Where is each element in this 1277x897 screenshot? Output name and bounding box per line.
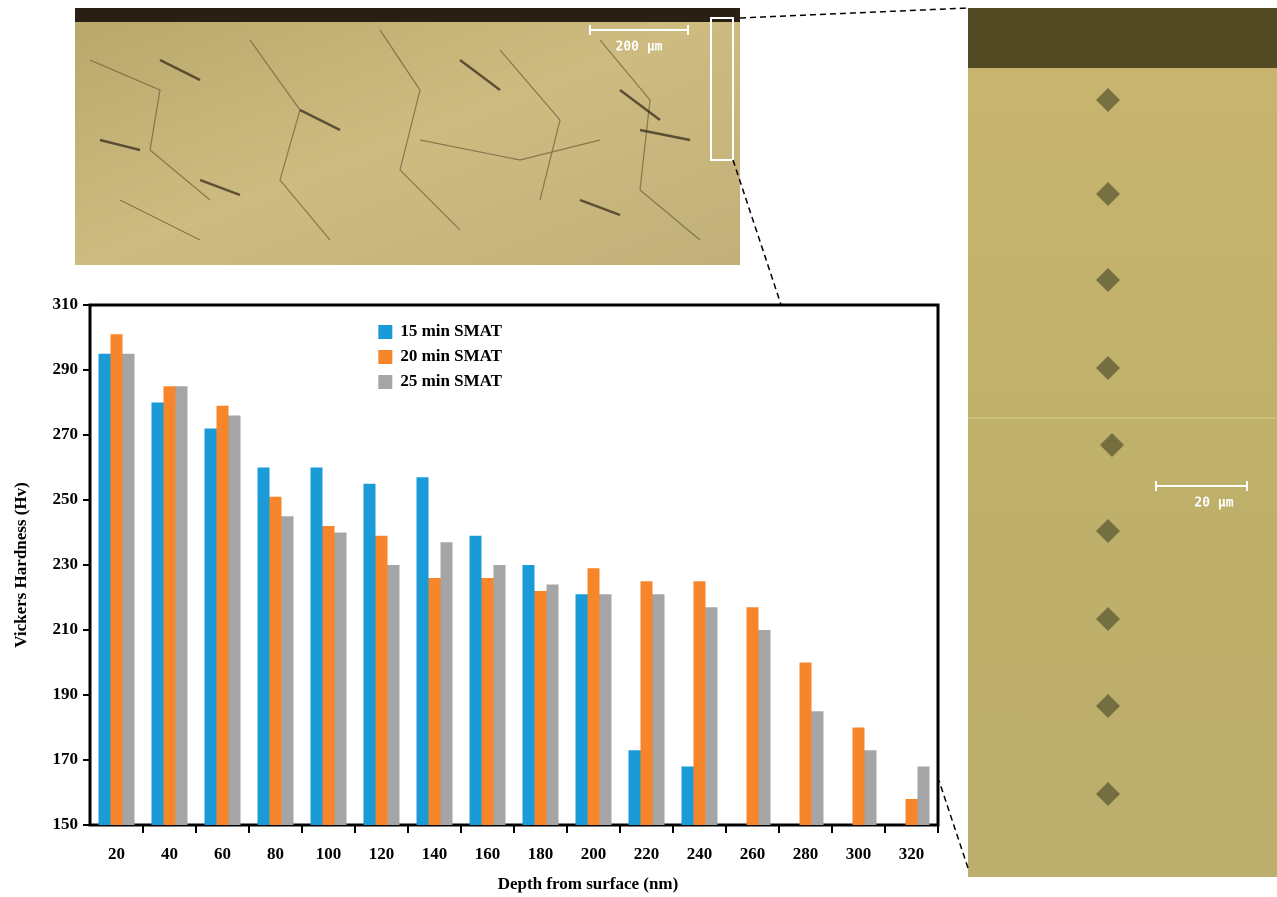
y-tick-label: 150 bbox=[53, 814, 79, 833]
bar bbox=[747, 607, 759, 825]
bar bbox=[417, 477, 429, 825]
bar bbox=[653, 594, 665, 825]
bar bbox=[759, 630, 771, 825]
x-tick-label: 200 bbox=[581, 844, 607, 863]
bar bbox=[388, 565, 400, 825]
bar bbox=[429, 578, 441, 825]
x-tick-label: 300 bbox=[846, 844, 872, 863]
y-tick-label: 250 bbox=[53, 489, 79, 508]
bar bbox=[865, 750, 877, 825]
bar bbox=[682, 767, 694, 826]
x-tick-label: 100 bbox=[316, 844, 342, 863]
y-tick-label: 310 bbox=[53, 294, 79, 313]
legend-swatch bbox=[378, 375, 392, 389]
bar bbox=[364, 484, 376, 825]
bar bbox=[111, 334, 123, 825]
y-tick-label: 290 bbox=[53, 359, 79, 378]
bar bbox=[535, 591, 547, 825]
micrograph-right: 20 μm bbox=[968, 8, 1277, 877]
bar bbox=[694, 581, 706, 825]
bar bbox=[706, 607, 718, 825]
bar bbox=[800, 663, 812, 826]
bar bbox=[123, 354, 135, 825]
y-tick-label: 230 bbox=[53, 554, 79, 573]
bar bbox=[229, 416, 241, 826]
bar bbox=[629, 750, 641, 825]
legend-swatch bbox=[378, 325, 392, 339]
bar bbox=[152, 403, 164, 826]
bar bbox=[600, 594, 612, 825]
bar bbox=[918, 767, 930, 826]
y-tick-label: 190 bbox=[53, 684, 79, 703]
scale-bar-label: 200 μm bbox=[616, 40, 663, 55]
bar bbox=[576, 594, 588, 825]
x-tick-label: 120 bbox=[369, 844, 395, 863]
bar bbox=[205, 429, 217, 826]
bar bbox=[523, 565, 535, 825]
bar bbox=[323, 526, 335, 825]
y-tick-label: 270 bbox=[53, 424, 79, 443]
x-axis-label: Depth from surface (nm) bbox=[498, 874, 679, 893]
bar bbox=[906, 799, 918, 825]
scale-bar-label: 20 μm bbox=[1194, 496, 1233, 511]
bar bbox=[853, 728, 865, 826]
bar bbox=[641, 581, 653, 825]
x-tick-label: 280 bbox=[793, 844, 819, 863]
legend-label: 25 min SMAT bbox=[400, 371, 502, 390]
y-tick-label: 170 bbox=[53, 749, 79, 768]
bar bbox=[494, 565, 506, 825]
bar bbox=[812, 711, 824, 825]
y-tick-label: 210 bbox=[53, 619, 79, 638]
x-tick-label: 20 bbox=[108, 844, 125, 863]
bar bbox=[217, 406, 229, 825]
bar bbox=[376, 536, 388, 825]
bar bbox=[258, 468, 270, 826]
bar bbox=[482, 578, 494, 825]
bar bbox=[99, 354, 111, 825]
x-tick-label: 220 bbox=[634, 844, 660, 863]
bar bbox=[441, 542, 453, 825]
bar bbox=[335, 533, 347, 826]
bar bbox=[164, 386, 176, 825]
bar bbox=[311, 468, 323, 826]
x-tick-label: 40 bbox=[161, 844, 178, 863]
bar bbox=[176, 386, 188, 825]
x-tick-label: 260 bbox=[740, 844, 766, 863]
x-tick-label: 140 bbox=[422, 844, 448, 863]
y-axis-label: Vickers Hardness (Hv) bbox=[11, 482, 30, 648]
legend-label: 15 min SMAT bbox=[400, 321, 502, 340]
micrograph-top: 200 μm bbox=[75, 8, 740, 265]
bar bbox=[470, 536, 482, 825]
x-tick-label: 60 bbox=[214, 844, 231, 863]
x-tick-label: 80 bbox=[267, 844, 284, 863]
figure: 200 μm 20 μm Depth from surface (nm) Vic… bbox=[0, 0, 1277, 897]
zoom-line bbox=[740, 8, 968, 18]
bar bbox=[547, 585, 559, 826]
x-tick-label: 240 bbox=[687, 844, 713, 863]
bar bbox=[270, 497, 282, 825]
x-tick-label: 180 bbox=[528, 844, 554, 863]
legend-swatch bbox=[378, 350, 392, 364]
bar bbox=[588, 568, 600, 825]
bar bbox=[282, 516, 294, 825]
legend-label: 20 min SMAT bbox=[400, 346, 502, 365]
x-tick-label: 320 bbox=[899, 844, 925, 863]
x-tick-label: 160 bbox=[475, 844, 501, 863]
